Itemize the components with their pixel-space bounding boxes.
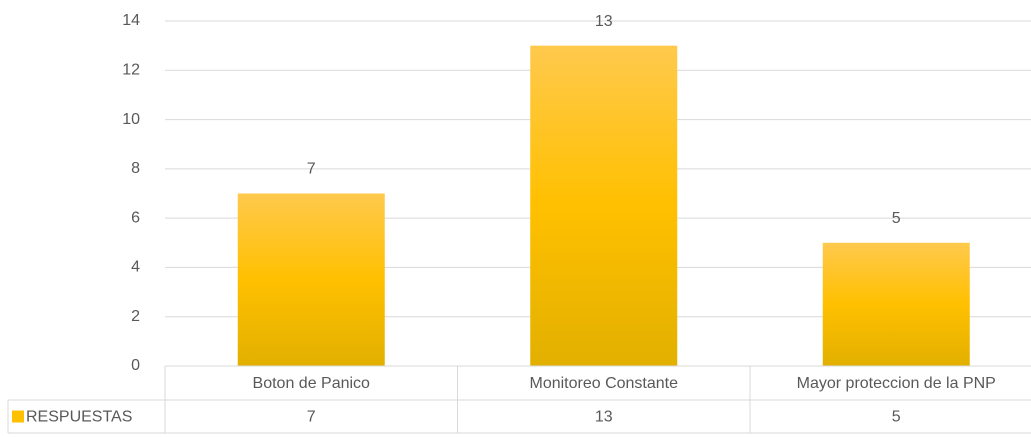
data-label: 13 xyxy=(595,13,613,30)
legend-key xyxy=(12,410,24,423)
bar xyxy=(530,45,678,367)
table-value: 13 xyxy=(595,409,613,426)
x-tick-label: Monitoreo Constante xyxy=(529,375,678,392)
legend-label: RESPUESTAS xyxy=(26,409,132,426)
y-tick-label: 6 xyxy=(131,209,140,226)
table-value: 5 xyxy=(892,409,901,426)
y-tick-label: 14 xyxy=(122,12,140,29)
data-label: 7 xyxy=(307,161,316,178)
y-tick-label: 12 xyxy=(122,62,140,79)
y-tick-label: 4 xyxy=(131,259,140,276)
x-tick-label: Boton de Panico xyxy=(253,375,371,392)
x-tick-label: Mayor proteccion de la PNP xyxy=(797,375,996,392)
y-tick-label: 2 xyxy=(131,308,140,325)
table-value: 7 xyxy=(307,409,316,426)
bar xyxy=(822,242,970,366)
y-tick-label: 10 xyxy=(122,111,140,128)
bar xyxy=(237,193,385,366)
y-tick-label: 8 xyxy=(131,160,140,177)
y-tick-label: 0 xyxy=(131,357,140,374)
data-label: 5 xyxy=(892,210,901,227)
